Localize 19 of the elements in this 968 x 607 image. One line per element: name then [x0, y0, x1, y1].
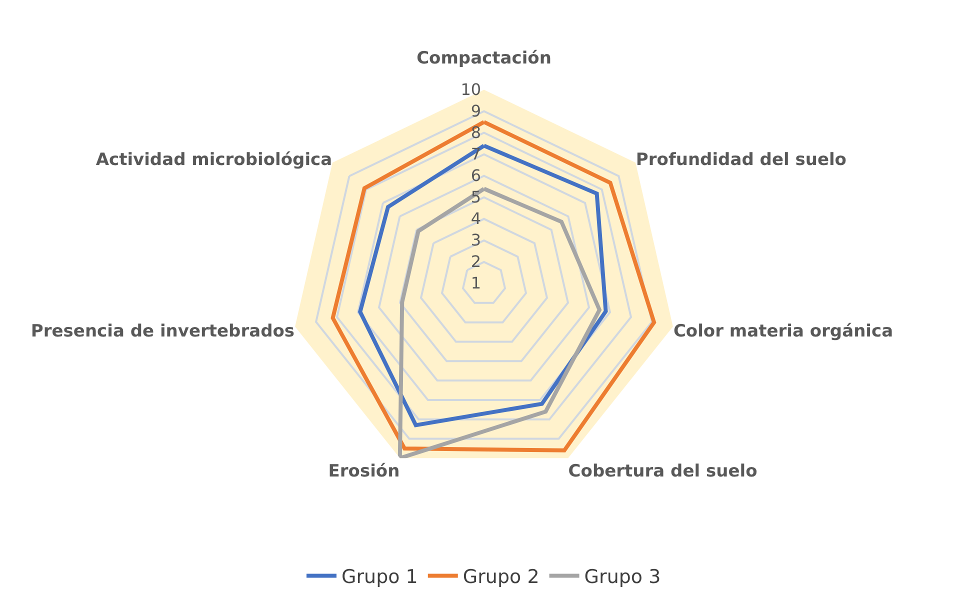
legend-label: Grupo 1 — [342, 566, 418, 588]
spoke-label: Presencia de invertebrados — [30, 321, 295, 342]
spoke-label: Compactación — [416, 48, 552, 69]
spoke-label: Cobertura del suelo — [568, 462, 758, 482]
y-tick-label: 5 — [470, 188, 482, 207]
spoke-label: Color materia orgánica — [673, 321, 894, 342]
y-tick-label: 3 — [470, 230, 482, 250]
y-tick-label: 8 — [470, 122, 482, 142]
spoke-label: Actividad microbiológica — [96, 150, 332, 170]
y-tick-label: 1 — [470, 274, 482, 293]
legend-label: Grupo 3 — [584, 566, 661, 588]
y-tick-label: 4 — [470, 209, 482, 228]
y-tick-label: 6 — [470, 166, 482, 186]
y-tick-label: 10 — [460, 80, 482, 99]
spoke-label: Erosión — [328, 462, 400, 482]
spoke-label: Profundidad del suelo — [636, 150, 846, 170]
y-tick-label: 2 — [470, 252, 482, 272]
legend-label: Grupo 2 — [462, 566, 540, 588]
y-tick-label: 9 — [470, 101, 482, 120]
